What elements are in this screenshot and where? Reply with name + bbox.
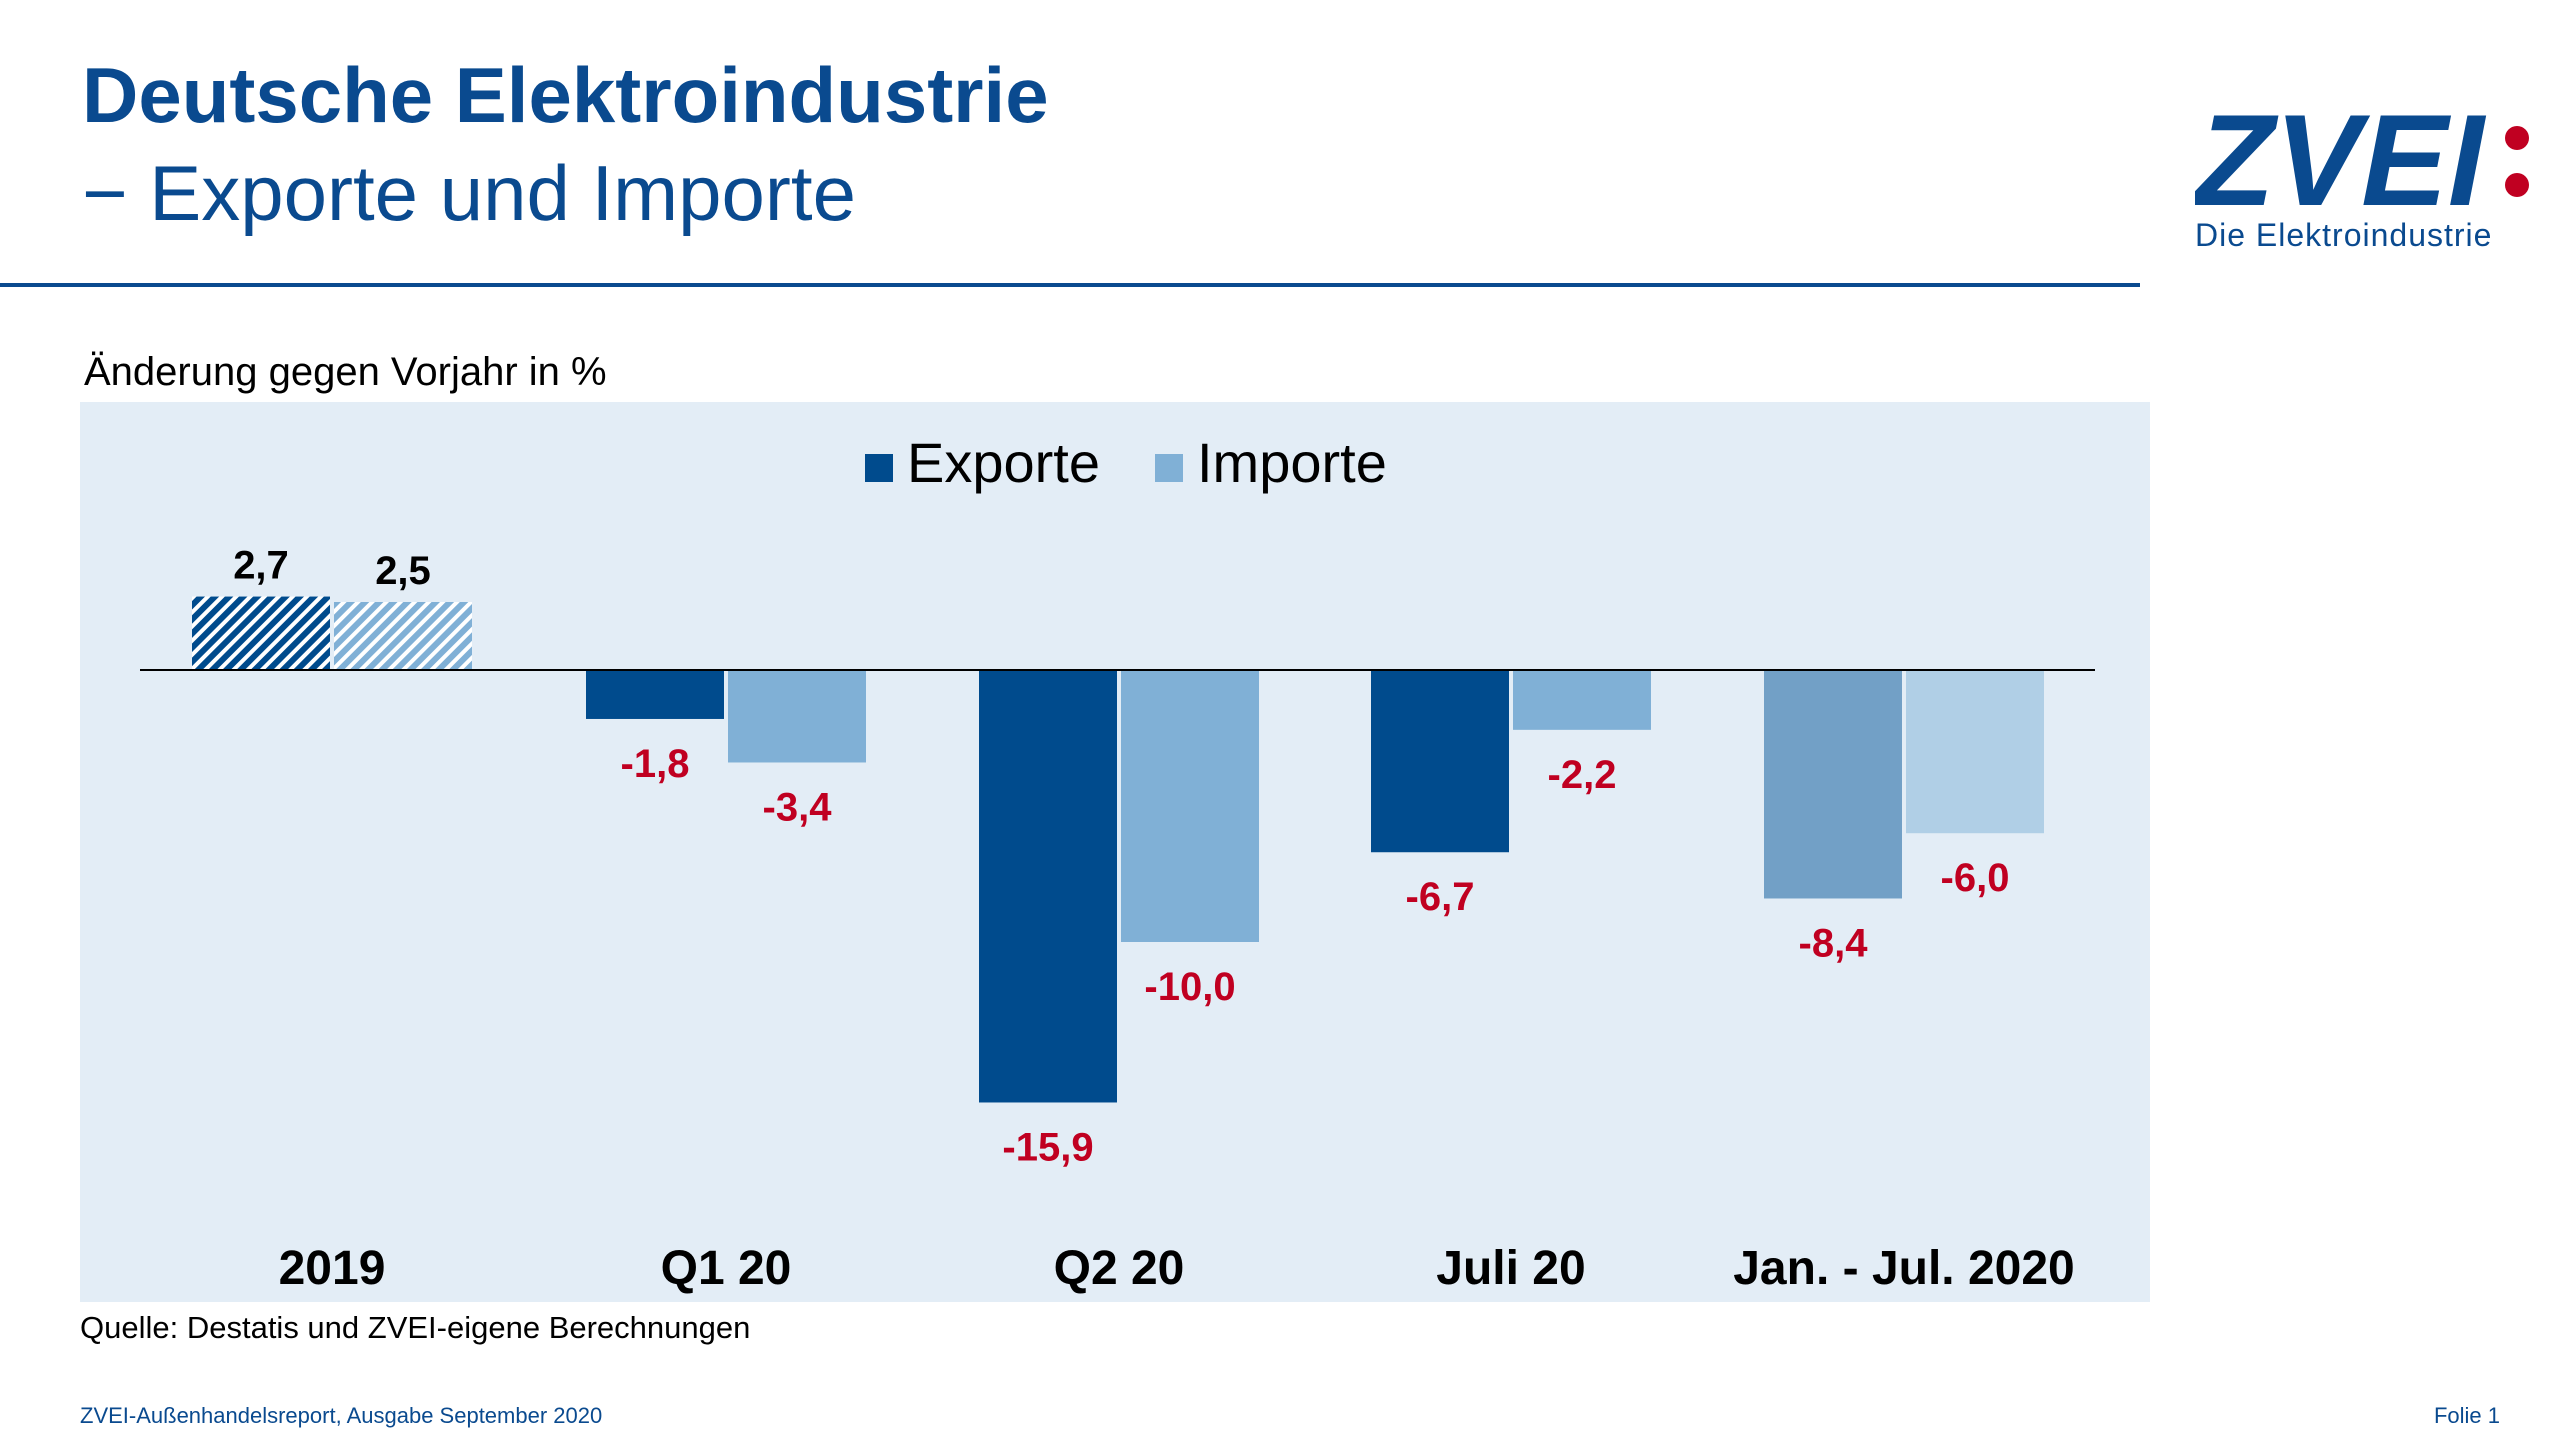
chart-legend: Exporte Importe bbox=[865, 431, 1387, 494]
chart-plot-area: Exporte Importe 2,7 2,5 -1,8 -3,4 -15,9 -10,0 -… bbox=[80, 402, 2150, 1302]
chart-value-labels: 2,7 2,5 -1,8 -3,4 -15,9 -10,0 -6,7 -2,2 -8,4 -6,0 bbox=[233, 544, 2009, 1170]
chart-bars bbox=[192, 596, 2044, 1103]
bar-importe bbox=[334, 602, 472, 670]
logo-colon-dot bbox=[2505, 126, 2529, 150]
data-label-exporte: -6,7 bbox=[1406, 875, 1475, 919]
bar-exporte bbox=[1371, 670, 1509, 853]
source-note: Quelle: Destatis und ZVEI-eigene Berechn… bbox=[80, 1310, 751, 1345]
header-divider bbox=[0, 283, 2140, 287]
data-label-exporte: -8,4 bbox=[1799, 921, 1869, 965]
page-title: Deutsche Elektroindustrie bbox=[82, 51, 1049, 139]
legend-swatch-importe bbox=[1155, 454, 1183, 482]
category-label: 2019 bbox=[279, 1242, 386, 1295]
zvei-logo: ZVEI bbox=[2195, 87, 2529, 233]
bar-importe bbox=[1513, 670, 1651, 730]
bar-importe bbox=[1121, 670, 1259, 942]
category-label: Juli 20 bbox=[1436, 1242, 1585, 1295]
legend-label-importe: Importe bbox=[1197, 431, 1387, 494]
category-label: Q2 20 bbox=[1054, 1242, 1185, 1295]
footer-slide-number: Folie 1 bbox=[2433, 1403, 2500, 1428]
bar-exporte bbox=[979, 670, 1117, 1103]
data-label-importe: -2,2 bbox=[1548, 753, 1617, 797]
bar-importe bbox=[728, 670, 866, 763]
logo-colon-dot bbox=[2505, 173, 2529, 197]
bar-exporte bbox=[1764, 670, 1902, 899]
footer-report-name: ZVEI-Außenhandelsreport, Ausgabe Septemb… bbox=[80, 1403, 603, 1428]
logo-wordmark: ZVEI bbox=[2195, 87, 2487, 233]
data-label-importe: -6,0 bbox=[1941, 856, 2010, 900]
bar-importe bbox=[1906, 670, 2044, 834]
data-label-importe: -10,0 bbox=[1144, 965, 1235, 1009]
bar-exporte bbox=[192, 596, 330, 670]
legend-label-exporte: Exporte bbox=[907, 431, 1100, 494]
data-label-exporte: -1,8 bbox=[621, 742, 690, 786]
category-label: Jan. - Jul. 2020 bbox=[1733, 1242, 2075, 1295]
data-label-exporte: -15,9 bbox=[1002, 1125, 1093, 1169]
bar-chart: Exporte Importe 2,7 2,5 -1,8 -3,4 -15,9 -10,0 -… bbox=[140, 431, 2095, 1295]
y-axis-unit-label: Änderung gegen Vorjahr in % bbox=[84, 350, 607, 394]
chart-category-labels: 2019 Q1 20 Q2 20 Juli 20 Jan. - Jul. 2020 bbox=[279, 1242, 2075, 1295]
data-label-importe: 2,5 bbox=[375, 549, 431, 593]
page-subtitle: − Exporte und Importe bbox=[82, 149, 856, 237]
logo-letters: ZVEI bbox=[2195, 87, 2487, 233]
logo-tagline: Die Elektroindustrie bbox=[2195, 217, 2493, 253]
bar-exporte bbox=[586, 670, 724, 719]
legend-swatch-exporte bbox=[865, 454, 893, 482]
data-label-importe: -3,4 bbox=[763, 785, 833, 829]
data-label-exporte: 2,7 bbox=[233, 544, 289, 588]
category-label: Q1 20 bbox=[661, 1242, 792, 1295]
